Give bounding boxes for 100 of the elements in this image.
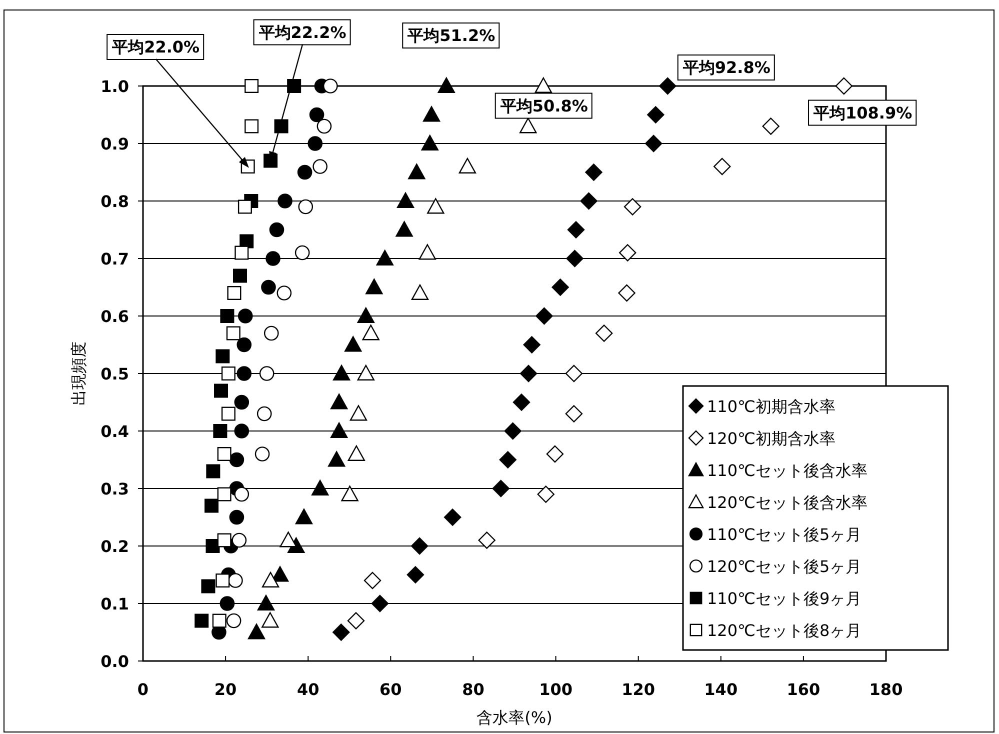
point bbox=[257, 594, 275, 610]
point bbox=[229, 510, 244, 525]
annotation: 平均50.8% bbox=[499, 96, 588, 116]
y-tick-label: 0.1 bbox=[100, 594, 129, 614]
point bbox=[328, 451, 346, 467]
legend-label: 110℃セット後9ヶ月 bbox=[707, 589, 862, 608]
legend-label: 110℃セット後含水率 bbox=[707, 461, 868, 480]
point bbox=[216, 574, 230, 588]
annotation: 平均108.9% bbox=[812, 103, 912, 122]
point bbox=[418, 244, 436, 260]
point bbox=[512, 394, 530, 411]
point bbox=[266, 251, 280, 266]
point bbox=[411, 284, 429, 300]
y-tick-label: 1.0 bbox=[100, 77, 129, 96]
point bbox=[523, 336, 540, 354]
annotation: 平均51.2% bbox=[406, 26, 496, 45]
point bbox=[287, 79, 302, 93]
x-axis-title: 含水率(%) bbox=[476, 708, 552, 727]
point bbox=[261, 280, 276, 295]
annotation: 平均22.2% bbox=[253, 19, 351, 162]
point bbox=[312, 159, 328, 174]
point bbox=[262, 612, 279, 628]
point bbox=[316, 118, 332, 134]
point bbox=[619, 244, 636, 262]
point bbox=[376, 250, 394, 266]
annotation: 平均51.2% bbox=[402, 22, 500, 48]
y-tick-label: 0.3 bbox=[100, 480, 129, 498]
point bbox=[221, 366, 236, 380]
legend-label: 110℃初期含水率 bbox=[707, 397, 836, 416]
x-tick-label: 20 bbox=[214, 680, 237, 699]
y-tick-label: 0.2 bbox=[100, 537, 129, 556]
point bbox=[332, 624, 350, 641]
point bbox=[330, 394, 348, 410]
point bbox=[244, 119, 259, 134]
point bbox=[567, 221, 585, 238]
point bbox=[216, 349, 230, 364]
point bbox=[565, 364, 583, 382]
point bbox=[214, 384, 228, 398]
point bbox=[396, 221, 413, 237]
point bbox=[406, 566, 424, 584]
point bbox=[347, 612, 365, 630]
point bbox=[294, 245, 310, 260]
y-tick-label: 0.8 bbox=[100, 192, 129, 211]
point bbox=[835, 77, 852, 95]
point bbox=[234, 424, 250, 438]
legend-label: 120℃セット後8ヶ月 bbox=[707, 621, 862, 640]
y-tick-label: 0.5 bbox=[100, 364, 129, 384]
point bbox=[624, 198, 642, 216]
point bbox=[213, 424, 228, 438]
x-tick-label: 40 bbox=[296, 680, 320, 699]
point bbox=[226, 613, 242, 628]
point bbox=[297, 164, 312, 180]
x-tick-label: 80 bbox=[462, 680, 484, 699]
point bbox=[276, 286, 292, 300]
point bbox=[309, 107, 324, 122]
annotation: 平均22.0% bbox=[111, 38, 200, 56]
point bbox=[217, 447, 232, 461]
point bbox=[366, 278, 383, 294]
point bbox=[566, 250, 584, 268]
point bbox=[212, 614, 226, 628]
point bbox=[278, 194, 292, 208]
point bbox=[206, 464, 220, 478]
point bbox=[332, 364, 350, 380]
point bbox=[585, 164, 602, 181]
point bbox=[444, 508, 462, 526]
point bbox=[478, 532, 496, 549]
point bbox=[228, 573, 243, 588]
point bbox=[220, 309, 234, 323]
point bbox=[408, 164, 426, 180]
point bbox=[264, 326, 279, 341]
point bbox=[552, 278, 569, 296]
point bbox=[234, 394, 250, 410]
point bbox=[344, 336, 362, 352]
point bbox=[438, 77, 455, 93]
y-tick-label: 0.4 bbox=[100, 422, 129, 441]
point bbox=[227, 286, 242, 300]
point bbox=[714, 158, 731, 176]
point bbox=[330, 422, 348, 438]
point bbox=[520, 118, 537, 134]
point bbox=[537, 486, 554, 503]
y-tick-label: 0.0 bbox=[100, 652, 129, 671]
point bbox=[350, 405, 368, 421]
point bbox=[323, 78, 338, 94]
x-tick-label: 100 bbox=[539, 680, 572, 699]
y-tick-label: 0.6 bbox=[100, 307, 129, 326]
point bbox=[762, 118, 780, 135]
point bbox=[311, 480, 329, 496]
point bbox=[396, 192, 414, 208]
point bbox=[580, 192, 598, 210]
x-tick-label: 160 bbox=[786, 680, 820, 699]
point bbox=[269, 222, 284, 238]
point bbox=[221, 406, 236, 421]
y-tick-label: 0.9 bbox=[100, 134, 129, 154]
point bbox=[427, 198, 444, 214]
point bbox=[458, 158, 476, 174]
point bbox=[659, 77, 676, 95]
point bbox=[217, 487, 232, 502]
annotation: 平均108.9% bbox=[808, 100, 917, 126]
legend-label: 110℃セット後5ヶ月 bbox=[707, 525, 862, 544]
point bbox=[357, 307, 374, 323]
